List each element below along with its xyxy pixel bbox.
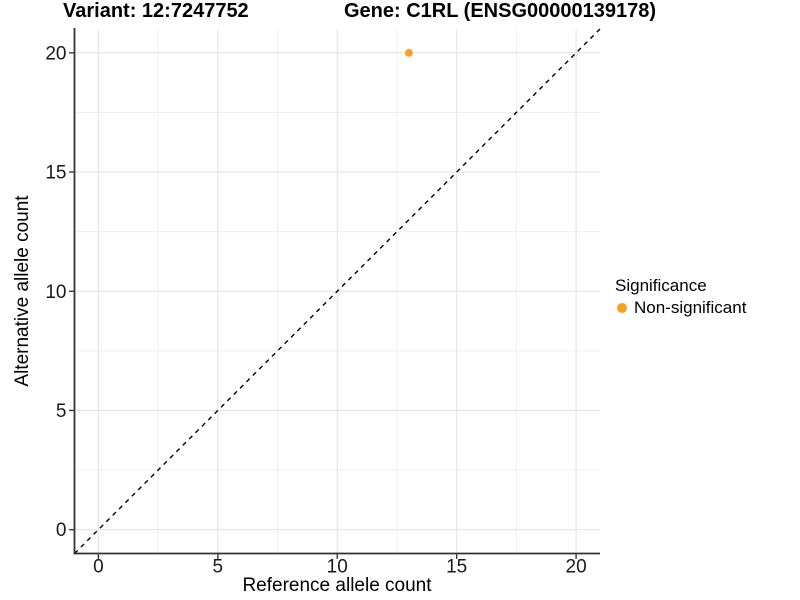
x-tick-label: 5 [213, 557, 224, 578]
x-tick-label: 10 [327, 557, 348, 578]
plot-title-variant: Variant: 12:7247752 [63, 0, 249, 22]
identity-reference-line [74, 28, 601, 554]
legend-title: Significance [615, 276, 707, 295]
x-tick-label: 0 [93, 557, 104, 578]
plot-title-gene: Gene: C1RL (ENSG00000139178) [344, 0, 657, 22]
data-point [405, 48, 413, 57]
legend-entry: Non-significant [615, 298, 746, 318]
x-axis-title: Reference allele count [242, 575, 432, 596]
y-tick-label: 15 [45, 163, 66, 184]
y-axis-title: Alternative allele count [12, 195, 33, 387]
y-tick-label: 0 [56, 520, 67, 541]
x-tick-label: 15 [446, 557, 467, 578]
y-tick-label: 20 [45, 43, 66, 64]
x-tick-label: 20 [566, 557, 587, 578]
y-tick-label: 10 [45, 282, 66, 303]
legend-entry-label: Non-significant [634, 298, 747, 317]
legend: Significance Non-significant [615, 276, 746, 318]
legend-point-icon [617, 303, 627, 313]
y-tick-label: 5 [56, 401, 67, 422]
